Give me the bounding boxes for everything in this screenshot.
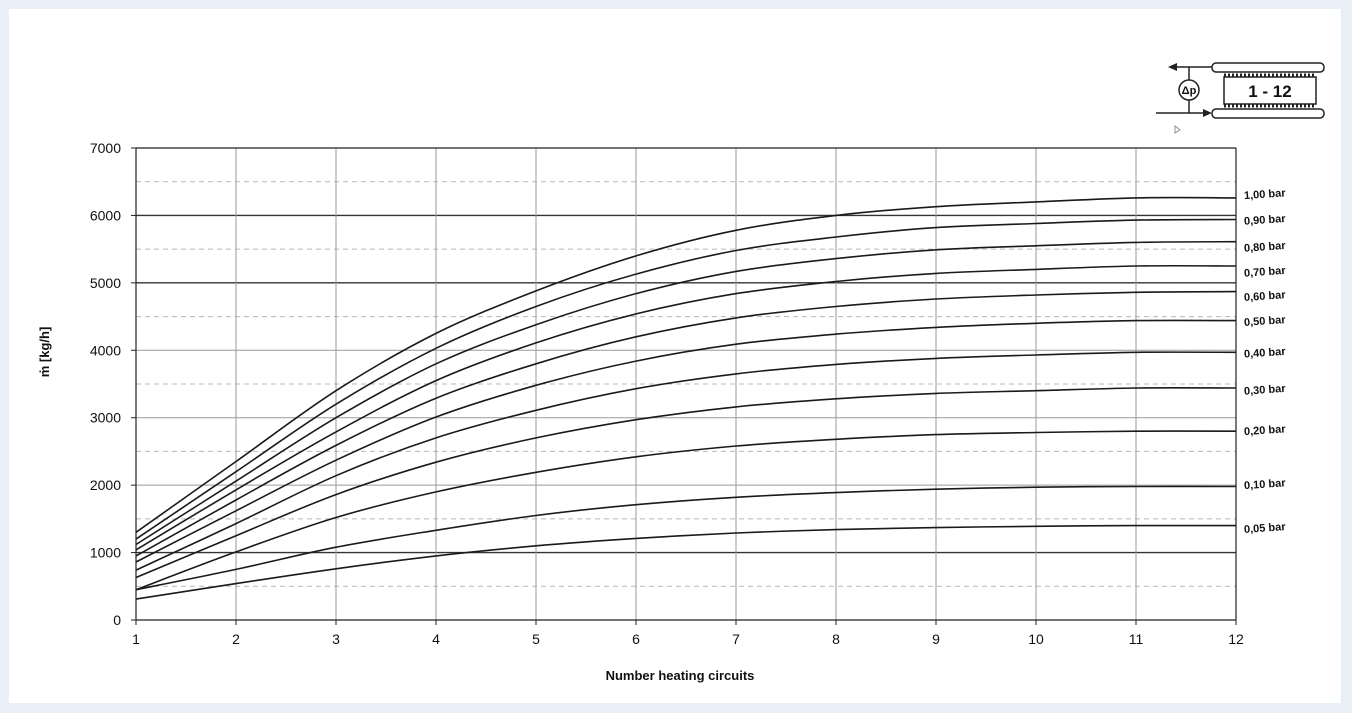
dp-gauge-icon	[1178, 79, 1200, 101]
series-line	[135, 485, 1237, 591]
arrow-left-icon	[1168, 63, 1177, 71]
x-tick-label: 6	[632, 631, 640, 647]
series-line	[135, 290, 1237, 557]
x-tick-label: 3	[332, 631, 340, 647]
x-tick-label: 7	[732, 631, 740, 647]
series-label: 0,10 bar	[1244, 477, 1287, 492]
chart-frame: 1 2 3 4 5 6 7 8 9 10 11 12 0 1000 2000 3000 4000 5000 6000…	[9, 9, 1341, 703]
series-line	[135, 319, 1237, 563]
series-lines	[135, 196, 1237, 600]
x-tick-label: 5	[532, 631, 540, 647]
y-tick-label: 2000	[90, 477, 121, 493]
y-axis-title: ṁ [kg/h]	[37, 327, 52, 378]
manifold-box	[1223, 76, 1317, 105]
series-line	[135, 264, 1237, 551]
x-tick-label: 10	[1028, 631, 1044, 647]
cursor-icon	[1174, 125, 1181, 134]
series-line	[135, 387, 1237, 579]
x-tick-label: 11	[1129, 631, 1144, 647]
flow-rate-chart: 1 2 3 4 5 6 7 8 9 10 11 120100020003000400050006000…	[37, 62, 1325, 683]
series-label: 0,20 bar	[1244, 423, 1287, 438]
y-tick-label: 0	[113, 612, 121, 628]
y-tick-label: 7000	[90, 140, 121, 156]
x-tick-label: 8	[832, 631, 840, 647]
series-line	[135, 240, 1237, 546]
tick-labels: 1 2 3 4 5 6 7 8 9 10 11 120100020003000400050006000…	[90, 140, 1244, 647]
x-tick-label: 2	[232, 631, 240, 647]
top-header-bar	[1211, 62, 1325, 73]
series-label: 0,40 bar	[1244, 346, 1287, 361]
x-tick-label: 4	[432, 631, 440, 647]
circuit-range-label: 1 - 12	[1248, 82, 1291, 101]
y-tick-label: 3000	[90, 410, 121, 426]
series-label: 0,90 bar	[1244, 213, 1287, 228]
x-tick-label: 12	[1228, 631, 1244, 647]
x-axis-title: Number heating circuits	[606, 668, 755, 683]
series-line	[135, 196, 1237, 533]
manifold-legend-icon: Δp 1 - 12	[1156, 62, 1325, 134]
y-tick-label: 5000	[90, 275, 121, 291]
series-label: 0,30 bar	[1244, 383, 1287, 398]
dp-symbol: Δp	[1182, 85, 1197, 97]
series-label: 0,05 bar	[1244, 521, 1287, 536]
bottom-header-bar	[1211, 108, 1325, 119]
x-tick-label: 9	[932, 631, 940, 647]
series-label: 0,70 bar	[1244, 265, 1287, 280]
grid	[131, 147, 1237, 625]
series-label: 0,80 bar	[1244, 240, 1287, 255]
y-tick-label: 4000	[90, 342, 121, 358]
series-line	[135, 430, 1237, 591]
y-tick-label: 1000	[90, 545, 121, 561]
x-tick-label: 1	[132, 631, 140, 647]
series-label: 1,00 bar	[1244, 187, 1287, 202]
series-label: 0,60 bar	[1244, 289, 1287, 304]
y-tick-label: 6000	[90, 207, 121, 223]
series-label: 0,50 bar	[1244, 314, 1287, 329]
series-labels: 1,00 bar 0,90 bar 0,80 bar 0,70 bar 0,60 bar…	[1244, 187, 1287, 536]
series-line	[135, 524, 1237, 600]
series-line	[135, 218, 1237, 540]
series-line	[135, 351, 1237, 571]
arrow-right-icon	[1203, 109, 1212, 117]
